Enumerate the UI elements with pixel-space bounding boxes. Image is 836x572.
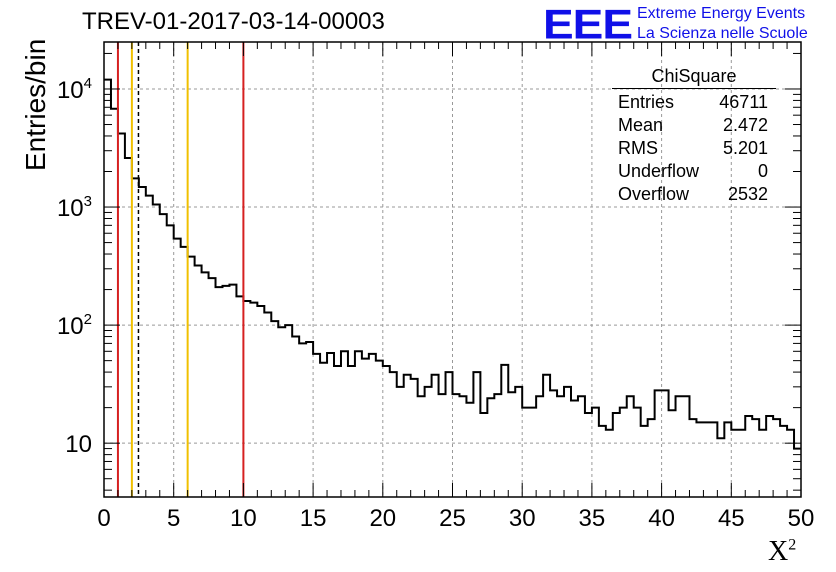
stats-row-rms: RMS 5.201 <box>612 137 776 160</box>
histogram-series <box>104 78 801 450</box>
x-tick-label: 15 <box>300 505 327 532</box>
stats-row-underflow: Underflow 0 <box>612 160 776 183</box>
x-axis-label: X2 <box>768 536 796 568</box>
logo-line-2: La Scienza nelle Scuole <box>637 25 808 42</box>
x-tick-label: 5 <box>167 505 180 532</box>
stats-value: 46711 <box>719 92 768 112</box>
x-axis-label-base: X <box>768 536 789 567</box>
chart-title: TREV-01-2017-03-14-00003 <box>82 8 385 35</box>
stats-title: ChiSquare <box>612 66 776 89</box>
x-tick-label: 45 <box>718 505 745 532</box>
eee-logo: EEE <box>543 0 633 48</box>
x-tick-label: 50 <box>788 505 815 532</box>
stats-label: Underflow <box>618 161 700 181</box>
x-tick-label: 30 <box>509 505 536 532</box>
y-tick-label: 102 <box>57 311 92 340</box>
stats-box: ChiSquare Entries 46711 Mean 2.472 RMS 5.201 U… <box>612 66 776 206</box>
x-tick-label: 35 <box>579 505 606 532</box>
x-tick-label: 0 <box>97 505 110 532</box>
x-tick-label: 25 <box>439 505 466 532</box>
y-tick-label: 103 <box>57 193 92 222</box>
stats-row-overflow: Overflow 2532 <box>612 183 776 206</box>
stats-value: 2.472 <box>722 115 768 135</box>
stats-rows: Entries 46711 Mean 2.472 RMS 5.201 Underflow 0 O… <box>612 91 776 206</box>
stats-label: Mean <box>618 115 664 135</box>
stats-value: 5.201 <box>722 138 768 158</box>
stats-value: 2532 <box>727 184 768 204</box>
stats-row-mean: Mean 2.472 <box>612 114 776 137</box>
y-tick-label: 10 <box>65 431 92 458</box>
y-tick-label: 104 <box>57 75 92 104</box>
logo-line-1: Extreme Energy Events <box>637 5 806 22</box>
stats-label: Entries <box>618 92 675 112</box>
stats-label: Overflow <box>618 184 690 204</box>
stats-row-entries: Entries 46711 <box>612 91 776 114</box>
stats-label: RMS <box>618 138 658 158</box>
stats-value: 0 <box>757 161 768 181</box>
x-tick-label: 10 <box>230 505 257 532</box>
x-tick-label: 40 <box>648 505 675 532</box>
x-axis-label-superscript: 2 <box>788 536 797 554</box>
logo-caption: Extreme Energy Events La Scienza nelle S… <box>637 4 808 44</box>
x-tick-label: 20 <box>369 505 396 532</box>
